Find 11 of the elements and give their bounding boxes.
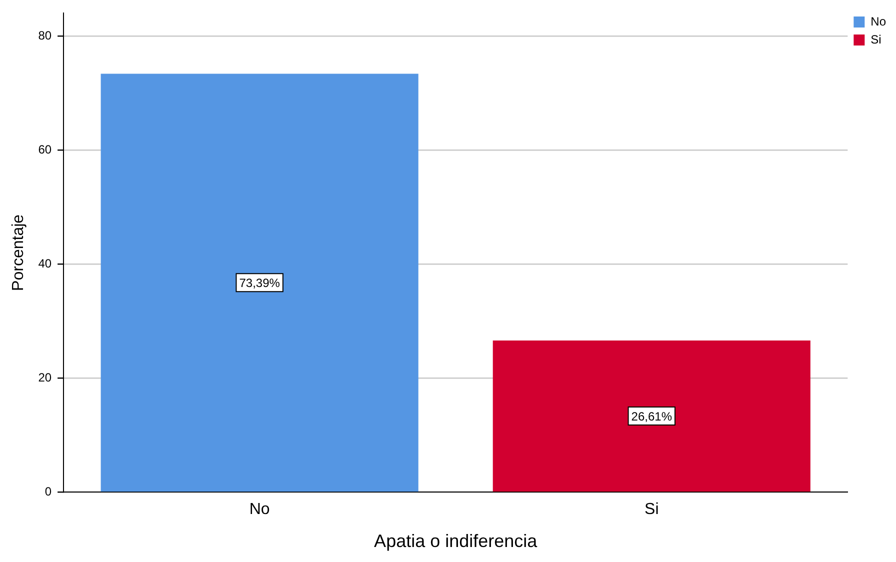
y-axis-title: Porcentaje (10, 214, 28, 291)
legend-label: No (870, 14, 886, 28)
data-label: 26,61% (631, 409, 672, 424)
y-tick-label: 40 (38, 256, 52, 270)
y-tick-label: 60 (38, 142, 52, 156)
x-axis-title: Apatia o indiferencia (374, 531, 538, 552)
data-label: 73,39% (239, 276, 280, 290)
legend-label: Si (870, 32, 882, 46)
y-tick-label: 20 (38, 370, 52, 384)
y-tick-label: 0 (44, 484, 52, 499)
y-tick-label: 80 (38, 28, 52, 42)
